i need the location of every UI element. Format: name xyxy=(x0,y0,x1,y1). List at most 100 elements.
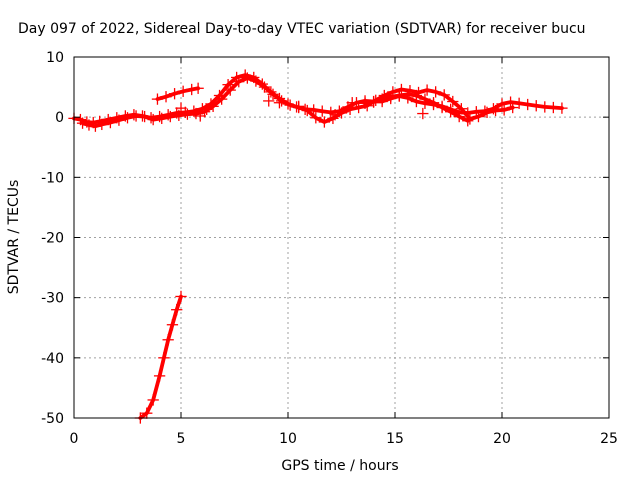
data-point xyxy=(141,407,153,419)
data-point xyxy=(224,84,236,96)
y-tick-label: -30 xyxy=(41,291,64,307)
data-point xyxy=(556,102,568,114)
data-point xyxy=(175,290,187,303)
data-point xyxy=(151,93,164,105)
data-point xyxy=(207,100,219,112)
y-tick-label: -20 xyxy=(41,231,64,247)
data-point xyxy=(192,82,204,94)
data-point xyxy=(522,98,534,111)
data-point xyxy=(481,106,493,119)
data-point xyxy=(513,97,525,109)
data-point xyxy=(402,88,414,100)
data-point xyxy=(436,101,448,114)
y-tick-label: 0 xyxy=(55,110,64,126)
y-tick-label: -50 xyxy=(41,411,64,427)
data-point xyxy=(472,110,485,123)
data-point xyxy=(352,101,365,114)
data-point xyxy=(447,95,459,108)
data-point xyxy=(284,99,296,111)
data-point xyxy=(310,112,322,124)
x-tick-label: 15 xyxy=(386,431,404,447)
data-point xyxy=(444,106,457,118)
data-point xyxy=(250,75,262,87)
data-point xyxy=(316,105,328,117)
data-point xyxy=(346,97,358,109)
data-point xyxy=(147,113,159,126)
data-point xyxy=(76,117,89,129)
data-point xyxy=(121,112,134,124)
data-point xyxy=(267,88,279,100)
data-point xyxy=(421,84,433,96)
data-point xyxy=(89,120,102,132)
data-point xyxy=(410,89,423,102)
data-point xyxy=(168,88,181,100)
data-point xyxy=(455,103,467,115)
data-point xyxy=(160,91,172,103)
data-point xyxy=(175,102,187,114)
data-point xyxy=(156,112,168,125)
data-point xyxy=(329,109,341,121)
x-tick-label: 5 xyxy=(177,431,186,447)
data-point xyxy=(273,97,286,109)
data-point xyxy=(293,100,305,112)
data-point xyxy=(462,115,474,127)
series-steep-trace xyxy=(134,290,187,424)
data-point xyxy=(504,96,517,108)
data-point xyxy=(275,95,288,107)
data-point xyxy=(201,103,213,115)
data-point xyxy=(216,93,228,105)
series-sparse-points xyxy=(175,95,429,122)
grid-layer xyxy=(74,57,609,418)
series-upper-arc xyxy=(151,82,204,105)
series-mid-hump xyxy=(359,88,474,127)
data-point xyxy=(113,114,125,126)
data-point xyxy=(241,72,253,84)
data-point xyxy=(190,107,202,120)
data-point xyxy=(230,71,243,84)
data-point xyxy=(171,304,183,316)
data-point xyxy=(186,83,198,96)
series-layer xyxy=(68,69,568,424)
data-point xyxy=(263,95,275,107)
data-point xyxy=(158,352,170,364)
data-point xyxy=(96,118,108,131)
data-point xyxy=(344,103,356,115)
data-point xyxy=(258,81,271,93)
data-point xyxy=(318,116,331,128)
series-main-trace-b xyxy=(76,72,519,132)
data-point xyxy=(417,107,429,120)
y-tick-label: -40 xyxy=(41,351,64,367)
y-axis-label: SDTVAR / TECUs xyxy=(6,180,22,295)
data-point xyxy=(395,83,408,96)
data-point xyxy=(177,85,189,97)
data-point xyxy=(498,104,510,116)
data-point xyxy=(194,110,206,122)
y-tick-label: -10 xyxy=(41,170,64,186)
x-tick-label: 20 xyxy=(493,431,511,447)
data-point xyxy=(393,89,405,102)
x-tick-label: 10 xyxy=(279,431,297,447)
y-tick-label: 10 xyxy=(46,50,64,66)
data-point xyxy=(83,119,95,131)
data-point xyxy=(104,116,117,129)
data-point xyxy=(147,394,159,406)
tick-layer: 0 5 10 15 20 25 -50 -40 -30 -20 -10 0 10 xyxy=(41,50,618,447)
data-point xyxy=(359,97,371,109)
data-point xyxy=(301,104,313,117)
data-point xyxy=(367,96,380,108)
x-axis-label: GPS time / hours xyxy=(281,458,398,474)
chart-title: Day 097 of 2022, Sidereal Day-to-day VTE… xyxy=(18,21,586,37)
data-point xyxy=(385,91,397,103)
data-point xyxy=(233,76,245,88)
data-point xyxy=(166,319,179,331)
data-point xyxy=(453,110,465,123)
data-point xyxy=(427,97,440,109)
data-point xyxy=(419,93,431,105)
data-point xyxy=(430,86,442,98)
data-point xyxy=(496,98,508,110)
data-point xyxy=(335,107,348,119)
data-point xyxy=(173,109,185,122)
data-point xyxy=(138,110,151,123)
